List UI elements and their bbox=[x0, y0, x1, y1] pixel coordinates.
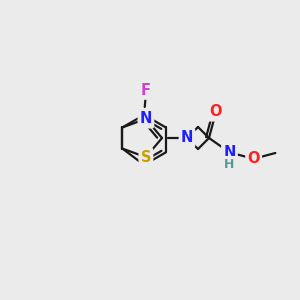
Text: N: N bbox=[223, 145, 236, 160]
Text: H: H bbox=[224, 158, 235, 171]
Text: O: O bbox=[209, 104, 222, 119]
Text: N: N bbox=[140, 111, 152, 126]
Text: N: N bbox=[181, 130, 193, 146]
Text: O: O bbox=[248, 151, 260, 166]
Text: F: F bbox=[141, 82, 151, 98]
Text: S: S bbox=[141, 150, 151, 165]
